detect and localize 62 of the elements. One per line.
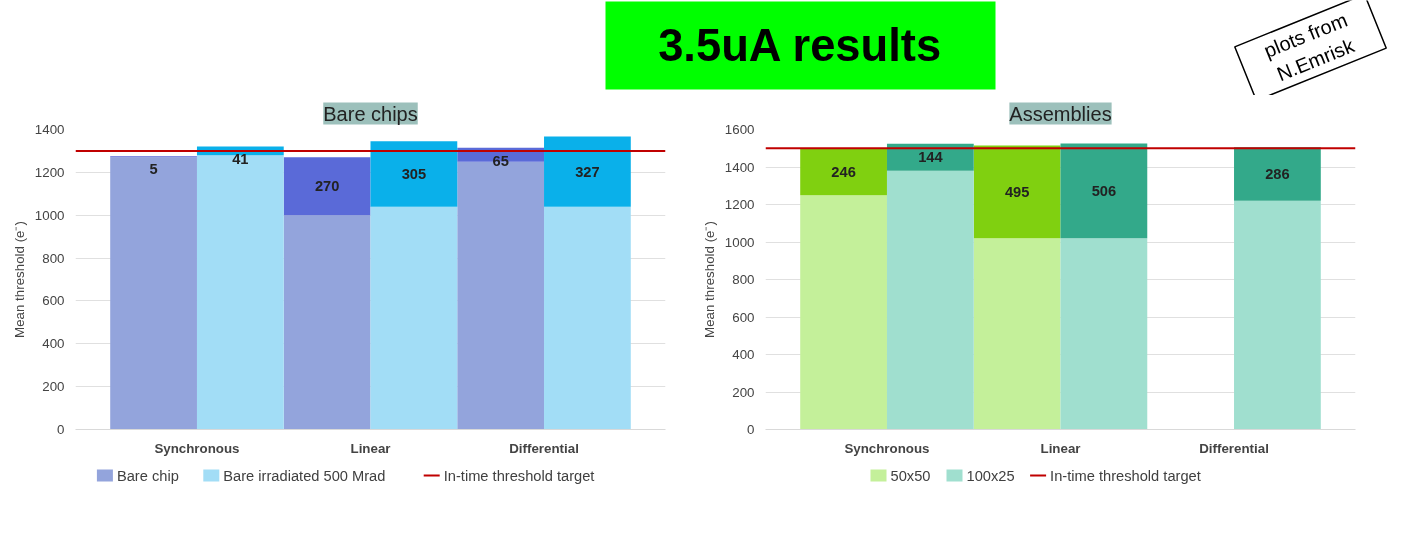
- legend-label: Bare irradiated 500 Mrad: [223, 467, 386, 484]
- data-label: 246: [831, 164, 856, 181]
- y-tick-label: 1600: [724, 122, 755, 137]
- data-label: 305: [401, 165, 427, 182]
- y-tick-label: 400: [732, 347, 755, 362]
- y-axis-title: Mean threshold (e⁻): [11, 221, 27, 338]
- data-label: 65: [492, 152, 509, 169]
- y-tick-label: 200: [42, 379, 65, 395]
- data-label: 270: [314, 178, 340, 195]
- data-label: 286: [1265, 165, 1290, 182]
- chart-title: Bare chips: [323, 102, 418, 125]
- x-tick-label: Synchronous: [154, 440, 240, 456]
- y-tick-label: 1400: [34, 122, 65, 137]
- y-tick-label: 600: [732, 309, 755, 325]
- x-tick-label: Linear: [1040, 440, 1081, 456]
- y-tick-label: 1000: [724, 234, 755, 250]
- bar: [973, 145, 1061, 239]
- bar: [544, 136, 631, 207]
- legend-label: In-time threshold target: [443, 467, 595, 484]
- bar: [973, 238, 1061, 430]
- bar: [800, 195, 887, 430]
- y-tick-label: 1400: [724, 159, 755, 175]
- data-label: 327: [575, 163, 600, 180]
- data-label: 495: [1004, 183, 1030, 200]
- y-tick-label: 1200: [34, 164, 65, 180]
- x-tick-label: Linear: [350, 440, 391, 456]
- bar: [800, 149, 887, 196]
- x-tick-label: Differential: [509, 440, 579, 456]
- y-tick-label: 200: [732, 384, 755, 400]
- y-tick-label: 800: [732, 272, 755, 287]
- data-label: 41: [232, 151, 249, 168]
- legend-label: Bare chip: [116, 467, 179, 484]
- bar: [1234, 147, 1321, 201]
- y-tick-label: 1000: [34, 207, 65, 223]
- y-tick-label: 600: [42, 293, 65, 309]
- bar: [1234, 200, 1321, 430]
- legend-label: 50x50: [890, 467, 931, 484]
- y-tick-label: 800: [42, 250, 65, 266]
- bar: [544, 206, 631, 430]
- bar: [1060, 143, 1148, 239]
- bar: [370, 206, 458, 430]
- bar: [886, 170, 974, 430]
- bar: [283, 157, 371, 216]
- text: 3.5uA results: [658, 20, 942, 71]
- y-axis-title: Mean threshold (e⁻): [701, 221, 717, 338]
- bar: [110, 157, 197, 430]
- bar: [283, 215, 371, 430]
- bar: [1060, 238, 1148, 430]
- x-tick-label: Synchronous: [844, 440, 930, 456]
- legend-label: In-time threshold target: [1050, 467, 1201, 484]
- data-label: 506: [1091, 182, 1117, 199]
- bar: [196, 155, 284, 430]
- data-label: 5: [149, 161, 158, 178]
- x-tick-label: Differential: [1199, 440, 1269, 456]
- data-label: 144: [918, 148, 944, 165]
- legend-label: 100x25: [966, 467, 1015, 484]
- y-tick-label: 400: [42, 336, 65, 352]
- y-tick-label: 0: [57, 422, 65, 437]
- y-tick-label: 0: [747, 422, 755, 437]
- chart-title: Assemblies: [1009, 102, 1112, 125]
- y-tick-label: 1200: [724, 197, 755, 212]
- bar: [370, 141, 458, 207]
